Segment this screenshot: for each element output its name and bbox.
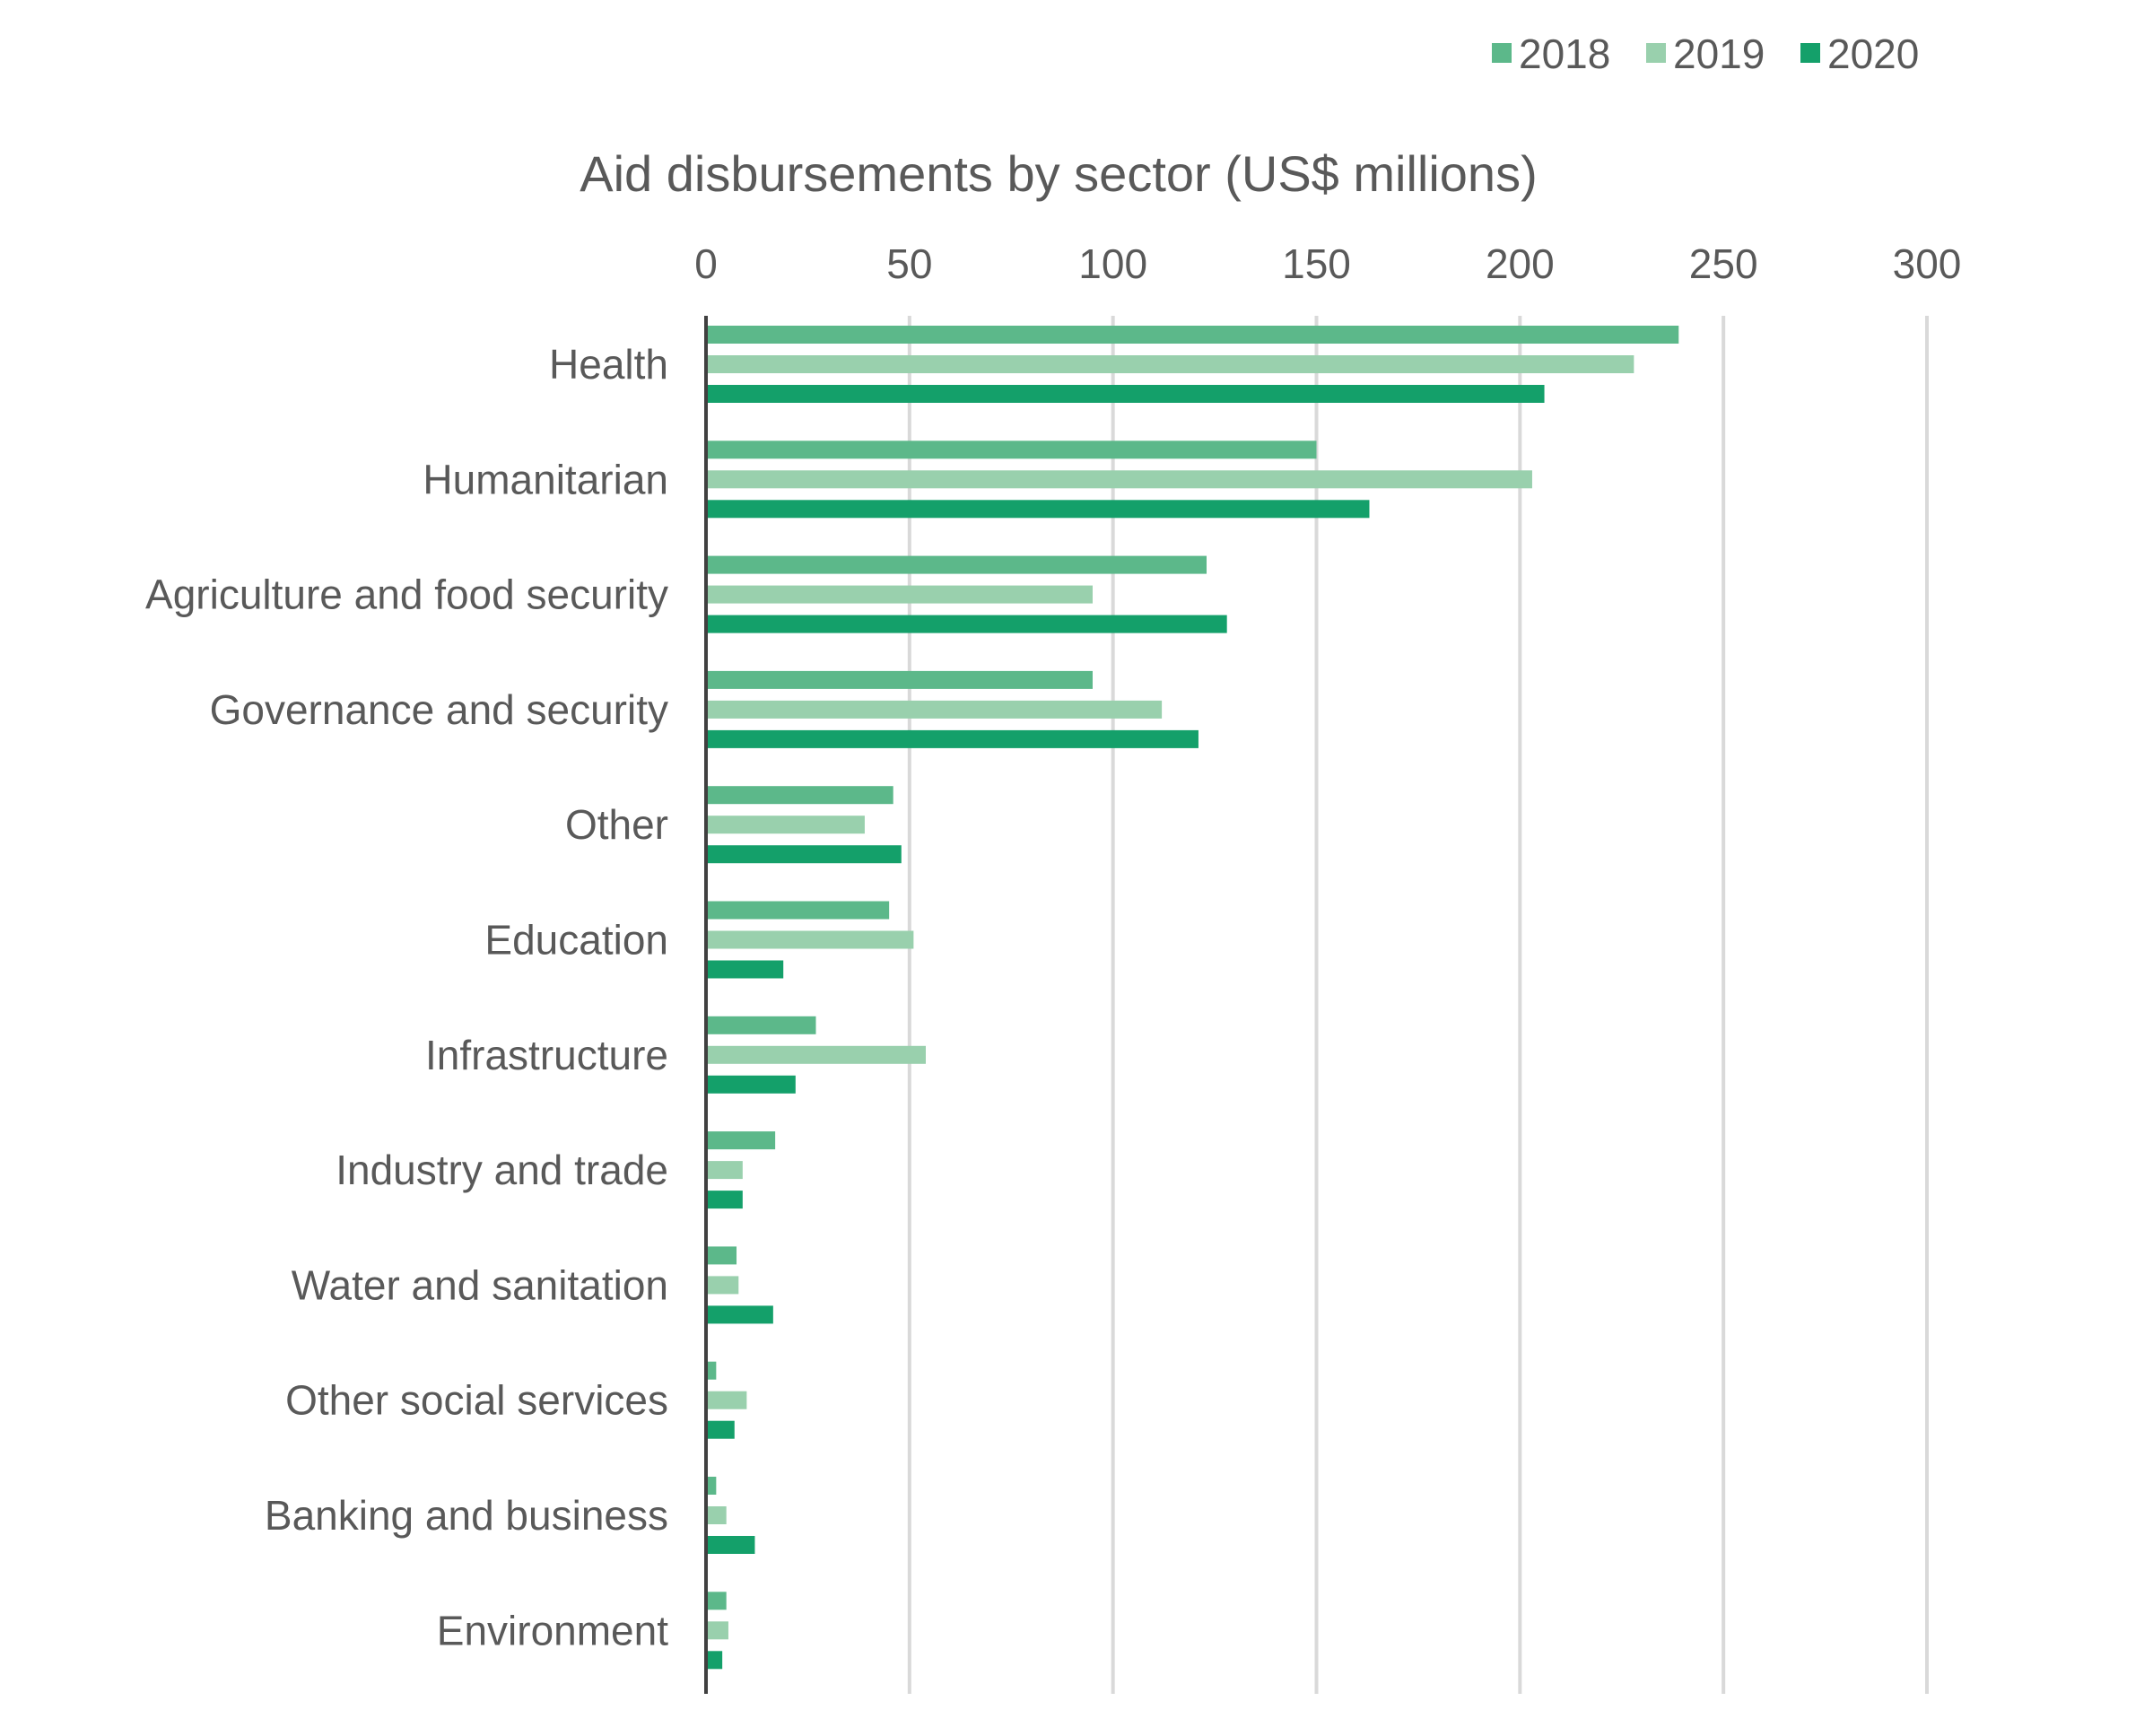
bar-2018: [706, 786, 893, 805]
legend-label: 2019: [1673, 31, 1765, 77]
category-label: Water and sanitation: [292, 1261, 668, 1308]
bar-2020: [706, 385, 1545, 403]
category-label: Environment: [437, 1607, 668, 1653]
x-tick-label: 300: [1893, 240, 1962, 287]
category-label: Health: [549, 341, 668, 388]
legend-swatch-2019: [1646, 43, 1666, 63]
bar-2018: [706, 1361, 717, 1380]
bar-2018: [706, 1592, 727, 1610]
bar-2018: [706, 441, 1317, 459]
x-tick-label: 100: [1078, 240, 1147, 287]
category-label: Humanitarian: [423, 456, 668, 502]
category-label: Other: [565, 801, 668, 848]
bar-2018: [706, 670, 1093, 689]
x-axis-tick-labels: 0 50 100 150 200 250 300: [694, 240, 1961, 287]
bar-2018: [706, 1477, 717, 1495]
legend-label: 2020: [1827, 31, 1919, 77]
bar-2018: [706, 555, 1207, 574]
bar-2018: [706, 1246, 737, 1265]
x-tick-label: 200: [1486, 240, 1555, 287]
bar-2020: [706, 1191, 743, 1209]
bar-2019: [706, 1161, 743, 1180]
x-tick-label: 150: [1282, 240, 1351, 287]
bar-2020: [706, 845, 902, 864]
chart-title: Aid disbursements by sector (US$ million…: [580, 145, 1537, 202]
x-tick-label: 50: [886, 240, 932, 287]
bar-2018: [706, 326, 1679, 344]
bar-2019: [706, 1276, 739, 1295]
bar-2020: [706, 1305, 773, 1324]
bar-2020: [706, 1651, 723, 1670]
category-label: Education: [484, 917, 668, 964]
bar-2020: [706, 1420, 735, 1439]
bar-2019: [706, 355, 1634, 373]
bar-2018: [706, 901, 890, 920]
bar-2019: [706, 700, 1163, 719]
category-label: Other social services: [285, 1377, 668, 1424]
bar-2018: [706, 1016, 816, 1034]
bar-2019: [706, 1621, 728, 1640]
bar-2020: [706, 500, 1370, 519]
bar-2019: [706, 1391, 747, 1409]
bar-2020: [706, 615, 1227, 633]
gridlines: [907, 316, 1929, 1694]
category-label: Industry and trade: [336, 1147, 668, 1193]
x-tick-label: 0: [694, 240, 718, 287]
bar-2019: [706, 930, 914, 949]
bar-2019: [706, 1045, 926, 1064]
legend-label: 2018: [1519, 31, 1610, 77]
x-tick-label: 250: [1689, 240, 1758, 287]
category-label: Banking and business: [265, 1492, 668, 1539]
bar-2020: [706, 729, 1199, 748]
legend: 2018 2019 2020: [1492, 31, 1919, 77]
legend-swatch-2018: [1492, 43, 1512, 63]
bar-2019: [706, 585, 1093, 604]
bars: [706, 326, 1679, 1670]
bar-2019: [706, 1506, 727, 1524]
bar-2019: [706, 816, 865, 834]
category-label: Infrastructure: [425, 1032, 668, 1078]
bar-2020: [706, 1075, 796, 1094]
bar-2020: [706, 960, 784, 979]
category-label: Governance and security: [210, 686, 668, 733]
bar-2018: [706, 1131, 776, 1150]
category-labels: Health Humanitarian Agriculture and food s…: [145, 341, 668, 1653]
legend-swatch-2020: [1800, 43, 1820, 63]
bar-2019: [706, 470, 1532, 489]
category-label: Agriculture and food security: [145, 571, 668, 618]
bar-2020: [706, 1536, 755, 1554]
